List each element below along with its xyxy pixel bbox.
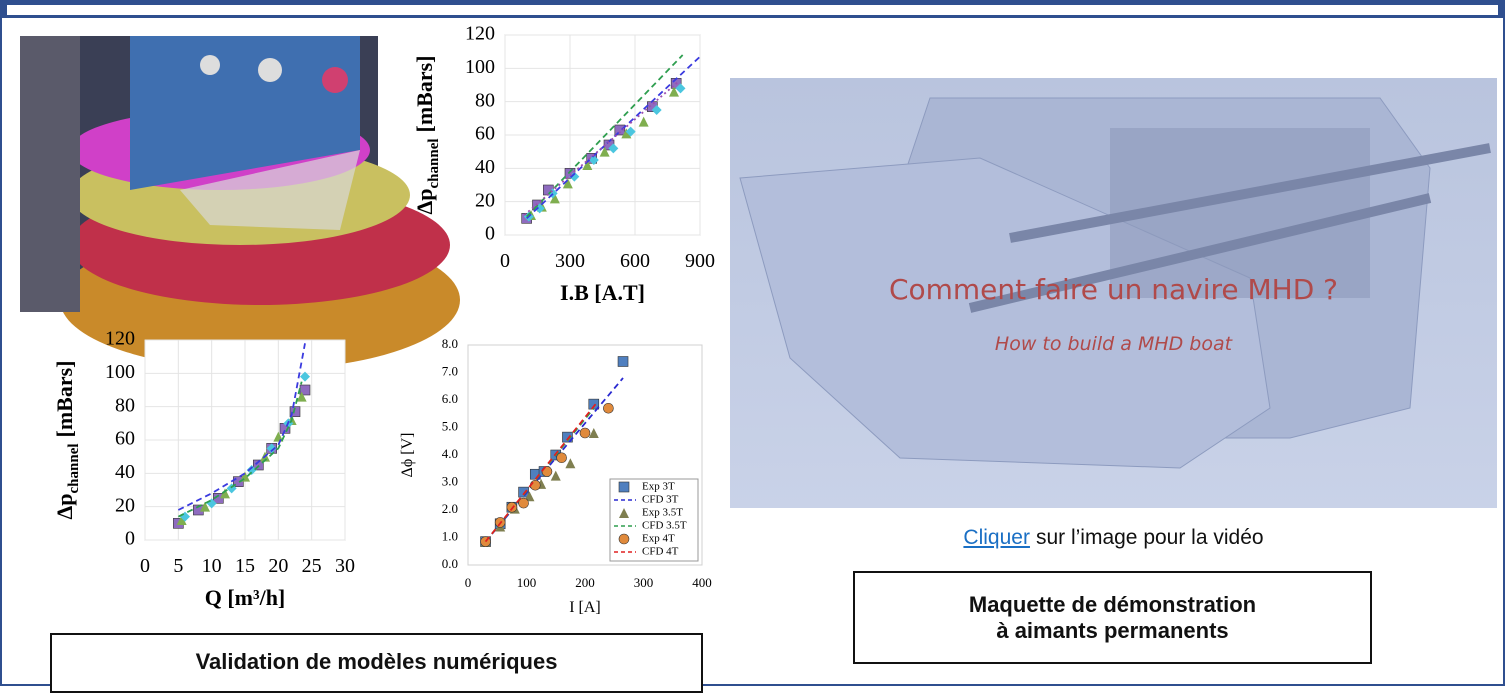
x-tick-label: 300 xyxy=(634,575,654,590)
y-tick-label: 6.0 xyxy=(442,391,458,406)
x-tick-label: 30 xyxy=(335,555,355,577)
y-label-main: Δp xyxy=(52,493,77,519)
x-tick-label: 300 xyxy=(555,250,585,272)
y-tick-label: 40 xyxy=(115,461,135,483)
y-tick-label: 2.0 xyxy=(442,501,458,516)
point xyxy=(603,403,613,413)
mesh-image xyxy=(20,36,460,370)
point xyxy=(507,502,517,512)
x-tick-label: 5 xyxy=(173,555,183,577)
y-axis-label: Δpchannel [mBars] xyxy=(412,55,442,214)
point xyxy=(619,534,629,544)
box-line: Validation de modèles numériques xyxy=(52,649,701,675)
point xyxy=(619,482,629,492)
y-label-main: Δp xyxy=(412,188,437,214)
y-label-sub: channel xyxy=(426,138,442,188)
left-box: Validation de modèles numériques xyxy=(50,633,703,693)
y-tick-label: 100 xyxy=(105,361,135,383)
x-tick-label: 0 xyxy=(465,575,472,590)
x-tick-label: 0 xyxy=(500,250,510,272)
y-tick-label: 5.0 xyxy=(442,418,458,433)
y-tick-label: 20 xyxy=(115,494,135,516)
video-title: Comment faire un navire MHD ? xyxy=(730,273,1497,306)
y-label-unit: [mBars] xyxy=(52,360,77,437)
y-tick-label: 20 xyxy=(475,189,495,211)
x-tick-label: 25 xyxy=(302,555,322,577)
legend-label: Exp 3T xyxy=(642,481,675,493)
chart: 0 20 40 60 80 100 120 0 5 10 15 20 25 30 Q [m³/h] Δpcha… xyxy=(52,328,355,610)
point xyxy=(618,357,628,367)
x-tick-label: 100 xyxy=(517,575,537,590)
x-tick-label: 900 xyxy=(685,250,715,272)
y-tick-label: 3.0 xyxy=(442,473,458,488)
legend-label: CFD 4T xyxy=(642,546,679,558)
x-tick-label: 400 xyxy=(692,575,712,590)
caption-text: sur l’image pour la vidéo xyxy=(1036,526,1264,549)
box-line: Maquette de démonstration xyxy=(855,592,1370,618)
y-tick-label: 120 xyxy=(465,23,495,45)
y-tick-label: 8.0 xyxy=(442,336,458,351)
video-thumbnail[interactable]: Comment faire un navire MHD ? How to bui… xyxy=(730,78,1497,508)
chart: 0 20 40 60 80 100 120 0 300 600 900 I.B [A.T] Δpchan… xyxy=(412,23,715,305)
box-line: à aimants permanents xyxy=(855,618,1370,644)
x-axis-label: I [A] xyxy=(569,599,601,616)
y-axis-label: Δpchannel [mBars] xyxy=(52,360,82,519)
y-tick-label: 120 xyxy=(105,328,135,350)
x-axis-label: Q [m³/h] xyxy=(205,585,286,610)
y-tick-label: 80 xyxy=(115,394,135,416)
y-tick-label: 7.0 xyxy=(442,363,458,378)
y-tick-label: 80 xyxy=(475,89,495,111)
x-axis-label: I.B [A.T] xyxy=(560,280,645,305)
x-tick-label: 0 xyxy=(140,555,150,577)
y-tick-label: 100 xyxy=(465,56,495,78)
point xyxy=(557,453,567,463)
y-axis-label: Δϕ [V] xyxy=(399,433,416,478)
y-tick-label: 0 xyxy=(485,223,495,245)
x-tick-label: 10 xyxy=(202,555,222,577)
y-label-unit: [mBars] xyxy=(412,55,437,132)
legend-label: Exp 4T xyxy=(642,533,675,545)
legend-label: Exp 3.5T xyxy=(642,507,683,519)
x-tick-label: 15 xyxy=(235,555,255,577)
y-tick-label: 0.0 xyxy=(442,556,458,571)
chart: 0.0 1.0 2.0 3.0 4.0 5.0 6.0 7.0 8.0 0 100 200 300 400… xyxy=(399,336,712,616)
y-tick-label: 1.0 xyxy=(442,528,458,543)
x-tick-label: 20 xyxy=(268,555,288,577)
x-tick-label: 600 xyxy=(620,250,650,272)
y-tick-label: 0 xyxy=(125,528,135,550)
right-box: Maquette de démonstration à aimants perm… xyxy=(853,571,1372,664)
point xyxy=(580,428,590,438)
y-label-sub: channel xyxy=(66,443,82,493)
y-tick-label: 60 xyxy=(475,123,495,145)
legend-label: CFD 3.5T xyxy=(642,520,687,532)
y-tick-label: 60 xyxy=(115,428,135,450)
y-tick-label: 40 xyxy=(475,156,495,178)
video-subtitle: How to build a MHD boat xyxy=(730,333,1497,355)
y-tick-label: 4.0 xyxy=(442,446,458,461)
x-tick-label: 200 xyxy=(575,575,595,590)
slide: 0204060801001200300600900I.B [A.T]Δpchan… xyxy=(0,0,1505,686)
legend-label: CFD 3T xyxy=(642,494,679,506)
caption: Cliquer sur l’image pour la vidéo xyxy=(730,526,1497,550)
video-link[interactable]: Cliquer xyxy=(963,526,1030,549)
